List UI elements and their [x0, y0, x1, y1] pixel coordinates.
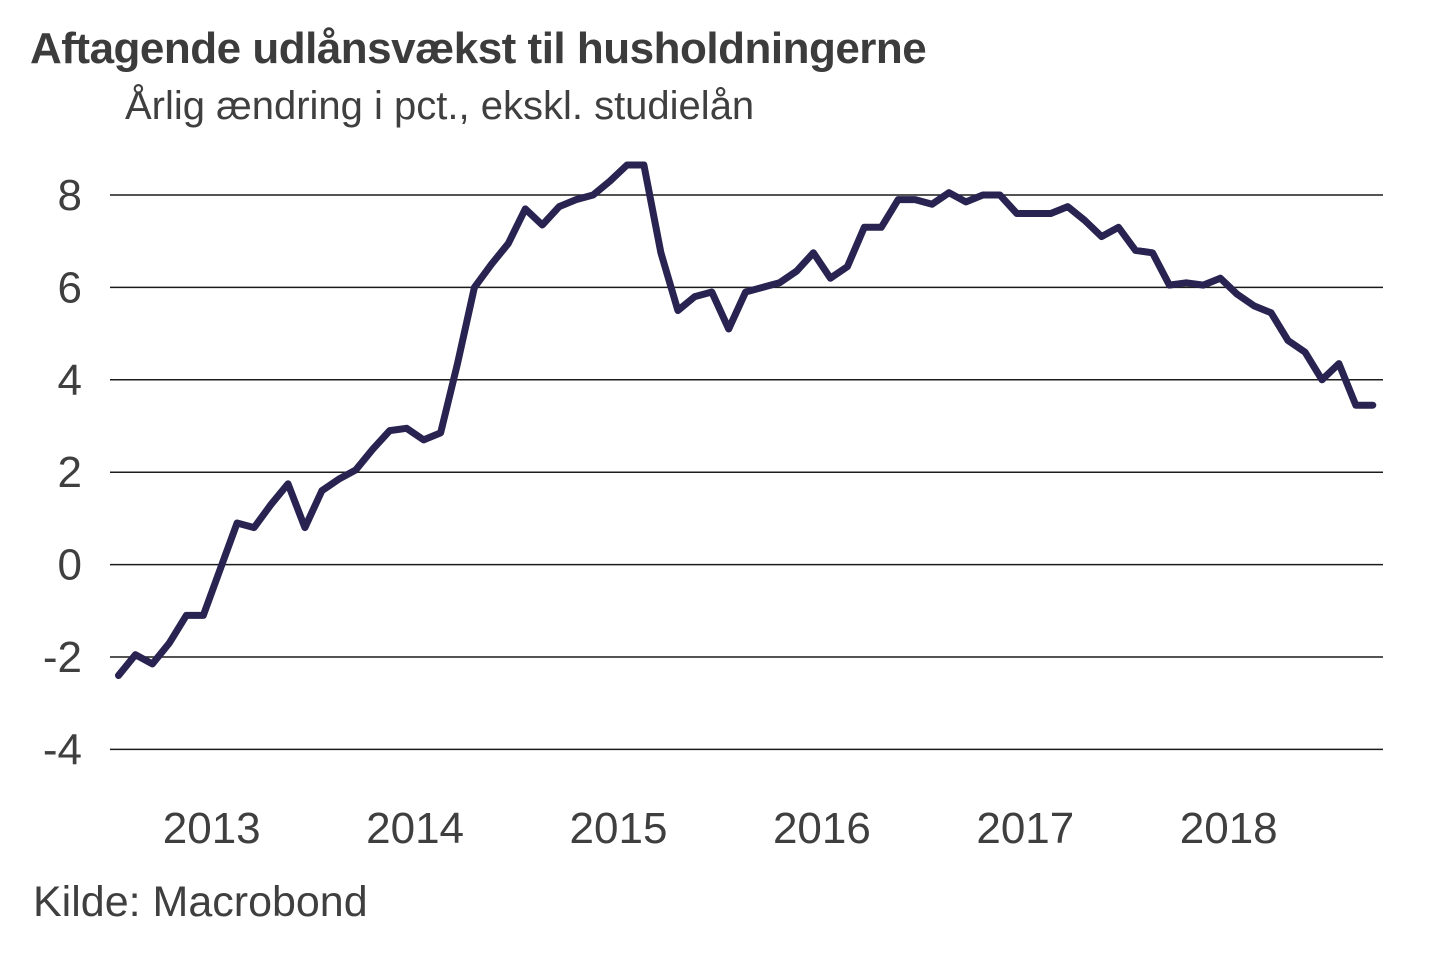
x-tick-label-2017: 2017	[976, 804, 1074, 853]
y-tick-label-4: 4	[58, 356, 82, 405]
x-tick-label-2013: 2013	[163, 804, 261, 853]
lending-growth-line	[115, 161, 1377, 679]
y-tick-label-0: 0	[58, 541, 82, 590]
y-tick-label--2: -2	[43, 633, 82, 682]
x-tick-label-2018: 2018	[1180, 804, 1278, 853]
chart-title: Aftagende udlånsvækst til husholdningern…	[30, 24, 927, 73]
y-axis-tick-labels: 8 6 4 2 0 -2 -4	[43, 171, 82, 774]
x-tick-label-2015: 2015	[570, 804, 668, 853]
y-tick-label-8: 8	[58, 171, 82, 220]
y-tick-label-2: 2	[58, 448, 82, 497]
y-tick-label--4: -4	[43, 725, 82, 774]
source-caption: Kilde: Macrobond	[33, 878, 368, 926]
x-tick-label-2014: 2014	[366, 804, 464, 853]
gridlines	[110, 194, 1383, 751]
y-tick-label-6: 6	[58, 263, 82, 312]
x-axis-year-labels: 2013 2014 2015 2016 2017 2018	[163, 804, 1278, 853]
chart-subtitle: Årlig ændring i pct., ekskl. studielån	[125, 84, 755, 128]
x-tick-label-2016: 2016	[773, 804, 871, 853]
data-series-layer	[115, 161, 1377, 679]
